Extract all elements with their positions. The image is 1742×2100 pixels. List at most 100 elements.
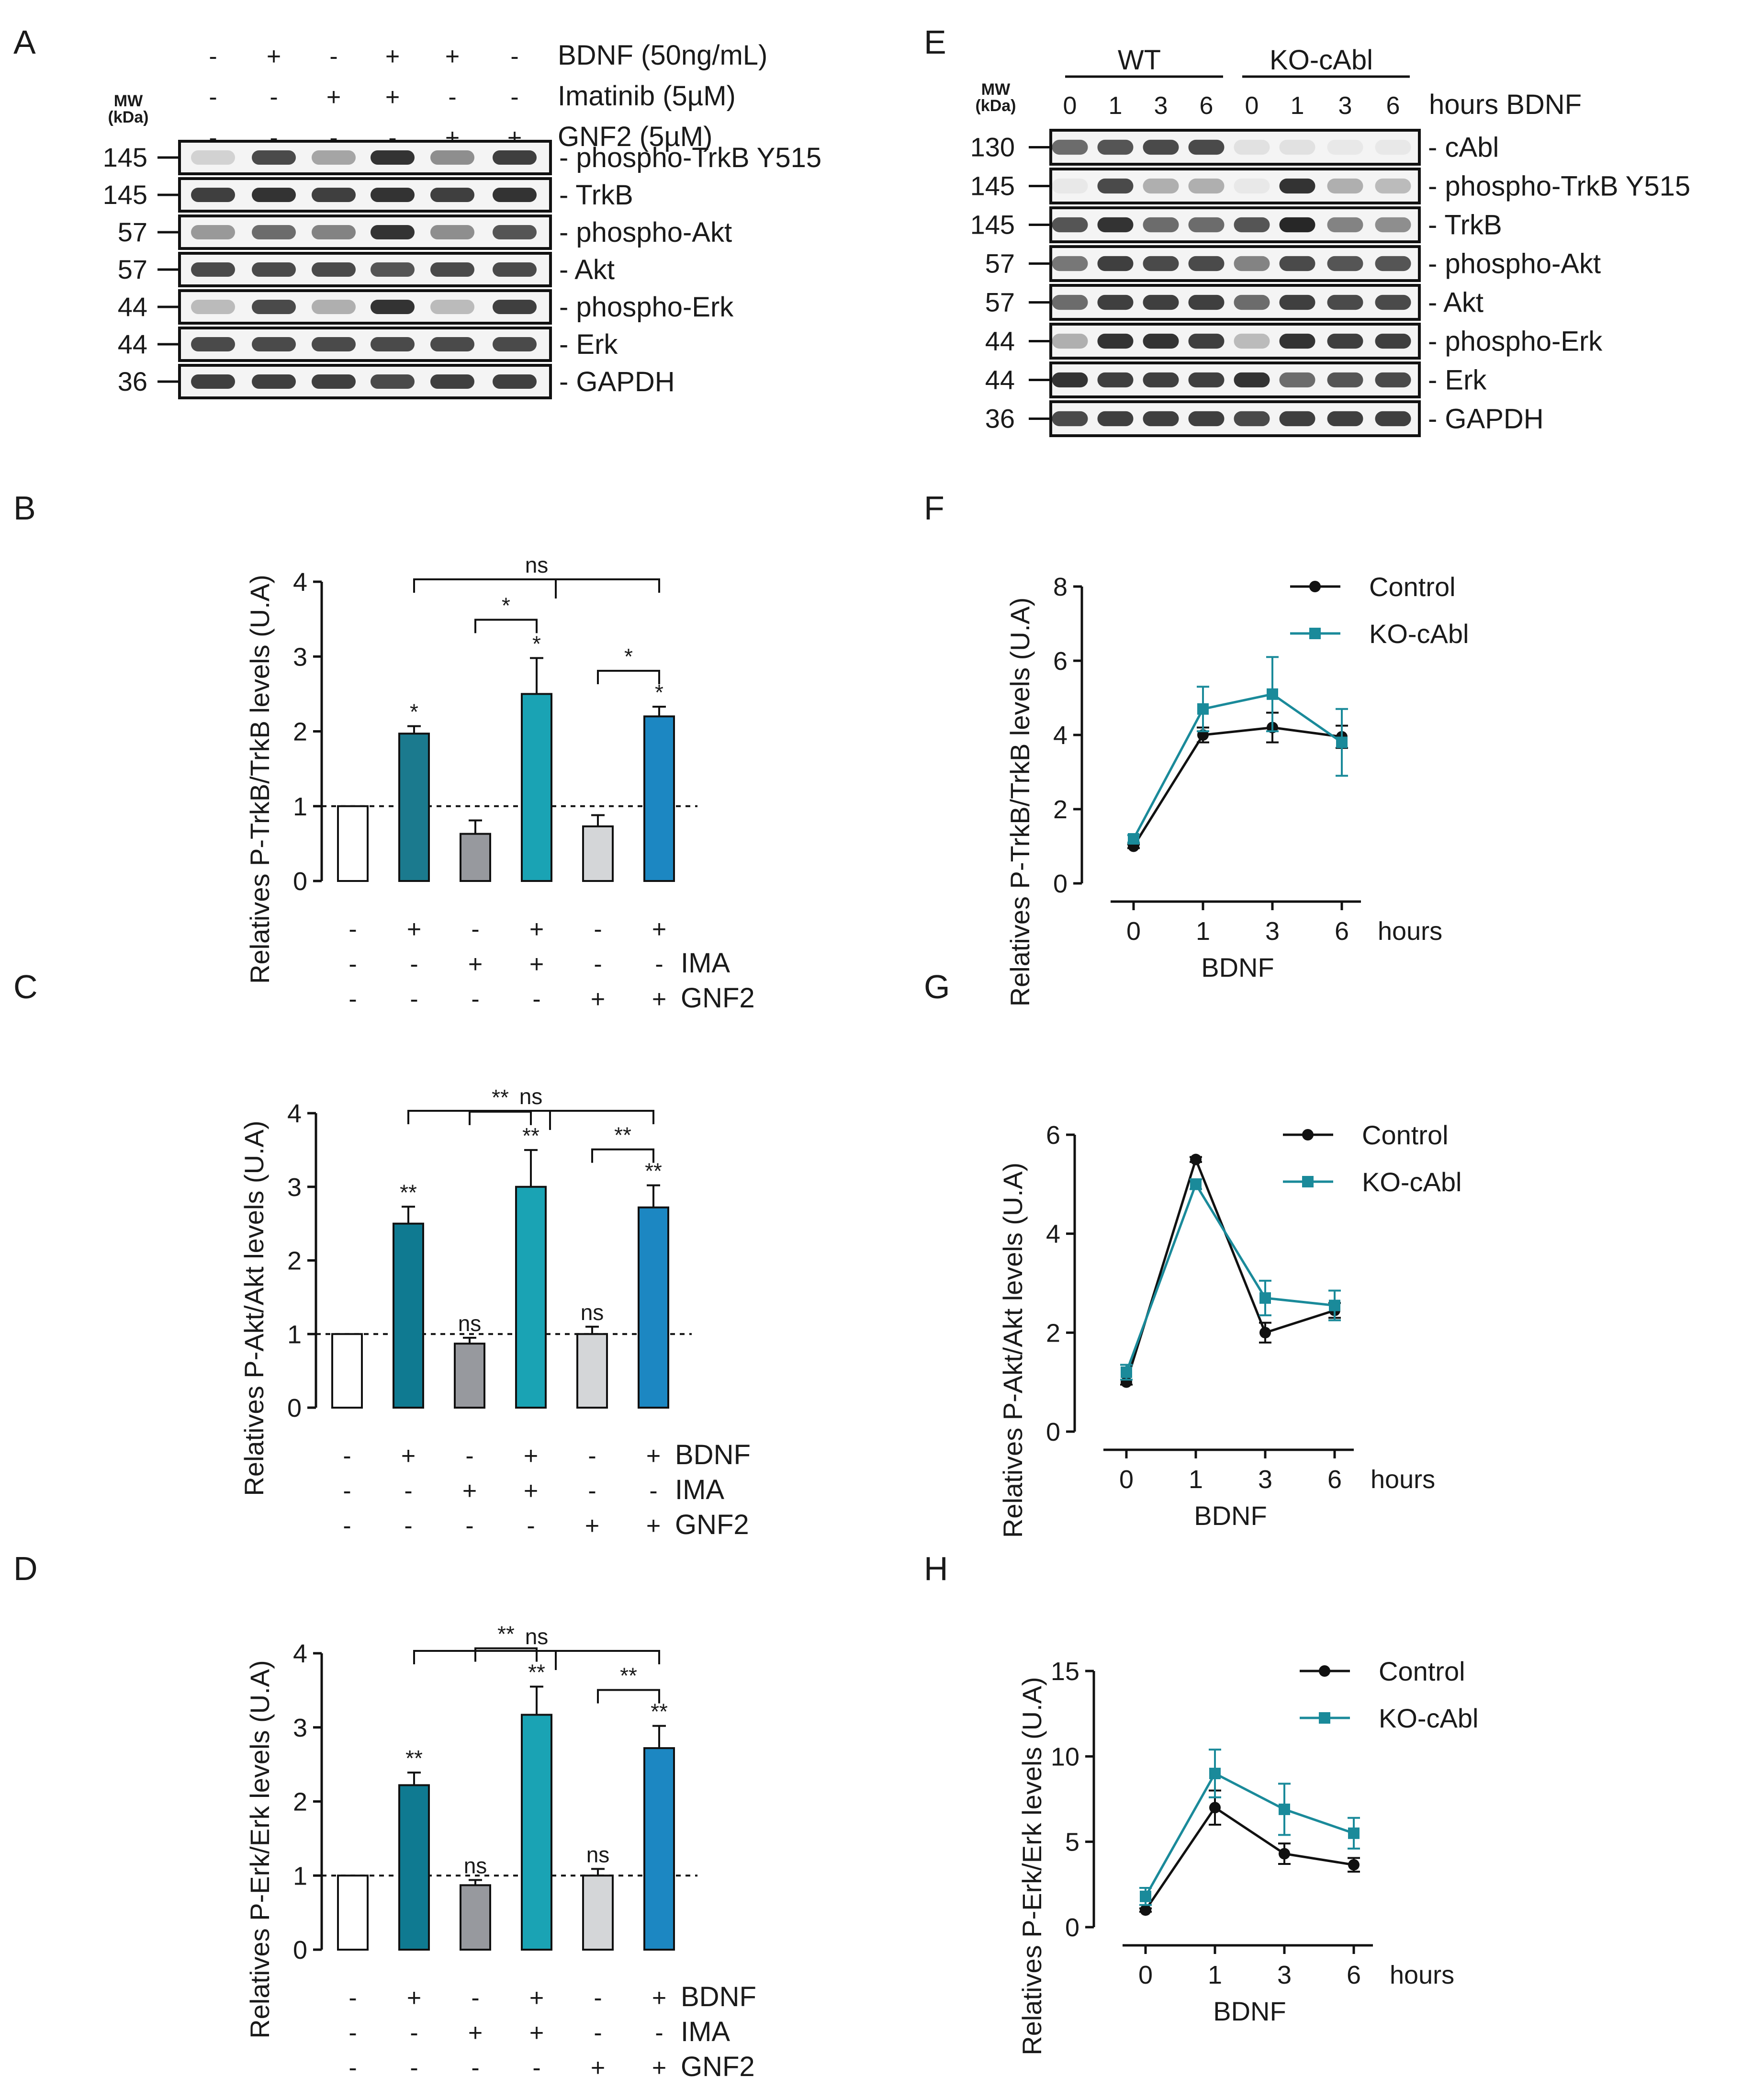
panel-letter-g: G (924, 968, 950, 1005)
blot-band (191, 374, 235, 389)
blot-row-label: - Akt (1428, 287, 1484, 318)
mw-header: MW (114, 92, 143, 110)
treatment-sign: + (591, 2054, 605, 2082)
blot-band (1097, 139, 1134, 155)
bracket-label: ns (525, 553, 549, 577)
treatment-sign: - (594, 915, 602, 943)
treatment-sign: - (655, 950, 663, 978)
treatment-sign: - (532, 2054, 540, 2082)
group-label-wt: WT (1118, 45, 1161, 76)
y-tick-label: 0 (293, 1936, 307, 1965)
treatment-sign: - (594, 1984, 602, 2012)
series-1: KO-cAbl (1120, 1167, 1462, 1381)
x-tick-label: 0 (1119, 1465, 1134, 1494)
y-tick-label: 2 (1046, 1319, 1060, 1347)
series-0: Control (1139, 1656, 1465, 1916)
mw-value: 145 (970, 210, 1015, 240)
treatment-sign: - (343, 1512, 351, 1540)
bracket-label: ** (620, 1663, 637, 1688)
data-point (1279, 1803, 1290, 1815)
data-point (1140, 1904, 1151, 1916)
lane-label: 1 (1291, 92, 1304, 120)
blot-band (1327, 178, 1363, 194)
blot-strip (178, 364, 552, 399)
blot-band (371, 262, 415, 277)
significance-bracket: * (597, 644, 660, 684)
lane-label: 1 (1109, 92, 1123, 120)
data-point (1267, 688, 1278, 700)
blot-band (371, 300, 415, 314)
data-point (1329, 1299, 1340, 1311)
legend-label: Control (1362, 1120, 1449, 1150)
y-tick-label: 8 (1053, 573, 1068, 601)
blot-band (1375, 217, 1411, 233)
treatment-sign: - (594, 950, 602, 978)
blot-band (1188, 411, 1225, 427)
blot-band (1375, 139, 1411, 155)
legend-marker (1309, 628, 1321, 639)
blot-band (1234, 139, 1270, 155)
significance-label: ns (458, 1311, 482, 1336)
blot-band (1188, 178, 1225, 194)
series-line (1125, 1156, 1335, 1383)
treatment-sign: + (646, 1442, 661, 1470)
significance-label: * (532, 631, 541, 656)
treatment-sign: + (529, 950, 544, 978)
legend-label: KO-cAbl (1379, 1703, 1479, 1733)
blot-band (1143, 217, 1179, 233)
y-tick-label: 1 (293, 792, 307, 821)
blot-band (493, 300, 537, 314)
y-tick-label: 3 (293, 1714, 307, 1742)
blot-band (252, 374, 296, 389)
series-1: KO-cAbl (1139, 1703, 1479, 1906)
significance-label: ns (464, 1853, 487, 1878)
blot-band (1375, 411, 1411, 427)
y-axis-title: Relatives P-Erk/Erk levels (U.A) (1017, 1677, 1047, 2055)
blot-band (1279, 411, 1315, 427)
blot-row-label: - GAPDH (1428, 404, 1544, 435)
blot-band (371, 188, 415, 202)
blot-band (1188, 333, 1225, 349)
treatment-sign: + (585, 1512, 599, 1540)
treatment-sign: - (348, 985, 357, 1013)
blot-band (252, 337, 296, 351)
blot-band (371, 374, 415, 389)
treatment-sign: - (348, 950, 357, 978)
bracket-label: ns (519, 1084, 543, 1109)
blot-band (1097, 333, 1134, 349)
bar (460, 833, 491, 882)
treatment-sign: - (410, 985, 418, 1013)
bar (331, 1333, 363, 1409)
treatment-sign: - (209, 83, 217, 111)
blot-band (1097, 256, 1134, 271)
blot-band (1234, 294, 1270, 310)
blot-row-label: - Erk (559, 329, 618, 360)
treatment-sign: - (270, 83, 278, 111)
panel-letter-f: F (924, 489, 944, 527)
treatment-label: IMA (675, 1474, 724, 1505)
blot-row-label: - TrkB (1428, 210, 1502, 241)
treatment-sign: - (471, 2054, 479, 2082)
bar-group: ** (398, 1746, 430, 1951)
blot-band (1052, 139, 1088, 155)
blot-band (371, 225, 415, 239)
bar (576, 1333, 608, 1409)
bracket-line (469, 1110, 532, 1125)
y-tick-label: 2 (287, 1247, 302, 1276)
bar-group: ** (393, 1180, 424, 1409)
blot-band (312, 188, 356, 202)
blot-band (1052, 294, 1088, 310)
treatment-sign: + (652, 1984, 666, 2012)
significance-bracket: * (474, 593, 538, 633)
y-tick-label: 2 (293, 1788, 307, 1817)
bar-group: ** (521, 1660, 552, 1951)
significance-label: * (410, 700, 418, 724)
bar-chart-b: 0 1 2 3 4 Relatives P-TrkB/TrkB levels (U.A) *… (245, 553, 755, 1014)
x-tick-label: 6 (1347, 1961, 1361, 1989)
x-tick-label: 1 (1189, 1465, 1203, 1494)
treatment-sign: - (510, 83, 518, 111)
treatment-sign: + (524, 1442, 538, 1470)
blot-band (493, 337, 537, 351)
mw-header: MW (981, 80, 1011, 99)
